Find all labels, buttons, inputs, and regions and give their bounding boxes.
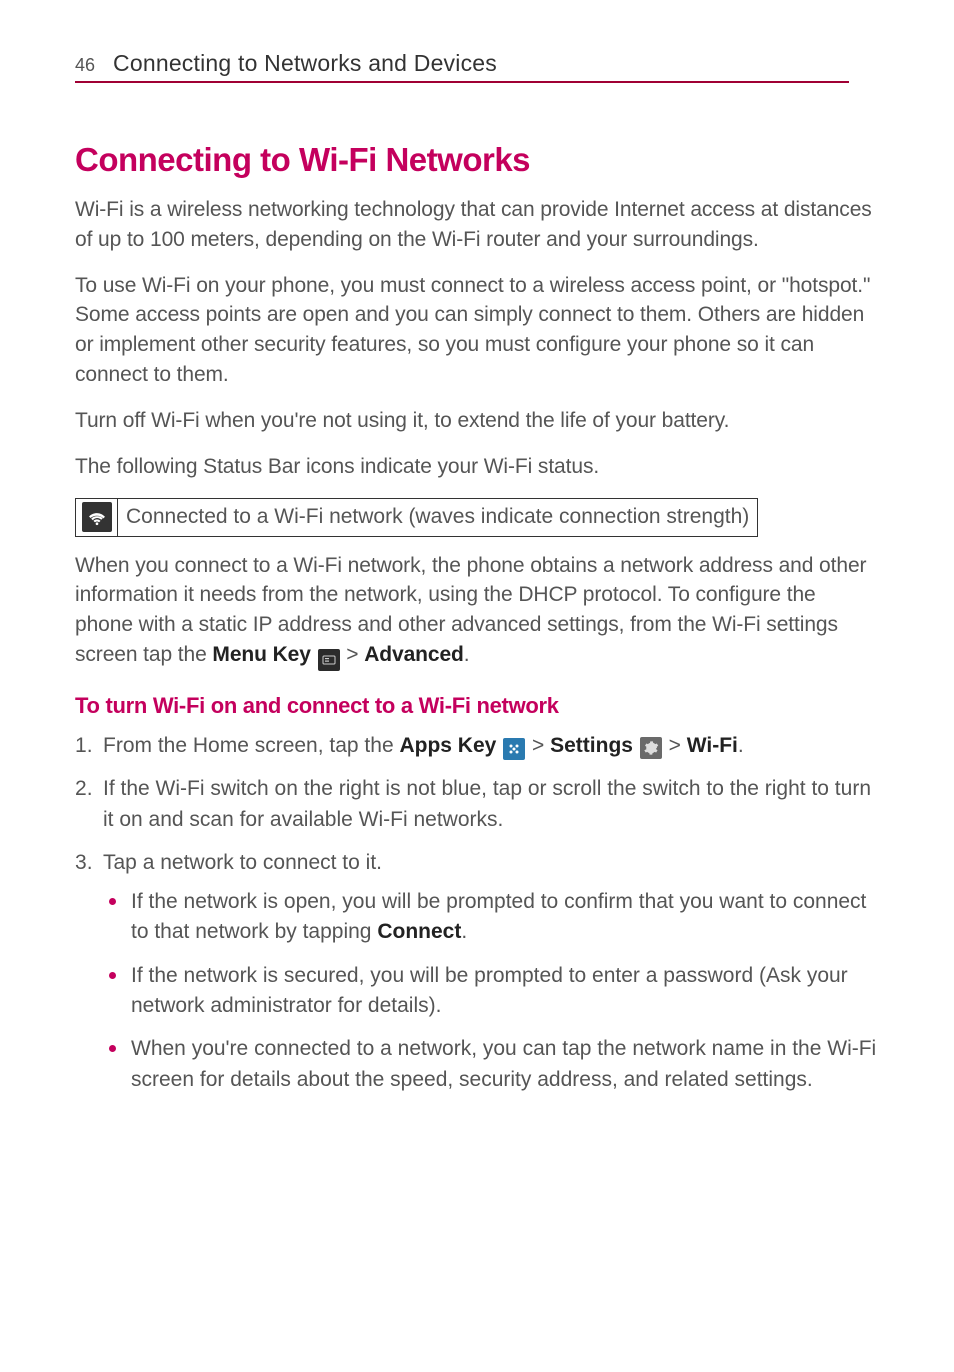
wifi-icon — [82, 502, 112, 532]
bold-settings: Settings — [550, 734, 633, 757]
section-title: Connecting to Networks and Devices — [113, 50, 497, 77]
status-icon-cell — [76, 498, 118, 536]
document-page: 46 Connecting to Networks and Devices Co… — [0, 0, 954, 1372]
paragraph-battery-tip: Turn off Wi-Fi when you're not using it,… — [75, 406, 879, 436]
paragraph-intro-2: To use Wi-Fi on your phone, you must con… — [75, 271, 879, 390]
bold-connect: Connect — [377, 920, 461, 943]
text-fragment: > — [663, 734, 687, 757]
step-list: From the Home screen, tap the Apps Key >… — [75, 731, 879, 1095]
status-row-wifi: Connected to a Wi-Fi network (waves indi… — [76, 498, 758, 536]
text-fragment: . — [738, 734, 744, 757]
text-fragment: From the Home screen, tap the — [103, 734, 399, 757]
step-3-text: Tap a network to connect to it. — [103, 851, 382, 874]
main-title: Connecting to Wi-Fi Networks — [75, 141, 879, 179]
status-text-cell: Connected to a Wi-Fi network (waves indi… — [118, 498, 758, 536]
step-3: Tap a network to connect to it. If the n… — [75, 848, 879, 1095]
bold-menu-key: Menu Key — [212, 643, 310, 666]
bullet-secured-network: If the network is secured, you will be p… — [103, 961, 879, 1022]
step-2: If the Wi-Fi switch on the right is not … — [75, 774, 879, 835]
paragraph-dhcp: When you connect to a Wi-Fi network, the… — [75, 551, 879, 671]
bullet-open-network: If the network is open, you will be prom… — [103, 887, 879, 948]
text-fragment: > — [341, 643, 365, 666]
text-fragment: . — [461, 920, 467, 943]
text-fragment: > — [526, 734, 550, 757]
paragraph-status-icons: The following Status Bar icons indicate … — [75, 452, 879, 482]
page-header: 46 Connecting to Networks and Devices — [75, 50, 879, 83]
bold-wifi: Wi-Fi — [687, 734, 738, 757]
bullet-list: If the network is open, you will be prom… — [103, 887, 879, 1096]
bold-advanced: Advanced — [364, 643, 464, 666]
bullet-network-details: When you're connected to a network, you … — [103, 1034, 879, 1095]
text-fragment: . — [464, 643, 470, 666]
apps-key-icon — [503, 738, 525, 760]
status-icon-table: Connected to a Wi-Fi network (waves indi… — [75, 498, 758, 537]
paragraph-intro-1: Wi-Fi is a wireless networking technolog… — [75, 195, 879, 255]
bold-apps-key: Apps Key — [399, 734, 496, 757]
text-fragment: If the network is open, you will be prom… — [131, 890, 866, 943]
page-number: 46 — [75, 55, 95, 76]
menu-key-icon — [318, 649, 340, 671]
settings-icon — [640, 737, 662, 759]
sub-title: To turn Wi-Fi on and connect to a Wi-Fi … — [75, 693, 879, 719]
text-fragment: When you connect to a Wi-Fi network, the… — [75, 554, 866, 666]
step-1: From the Home screen, tap the Apps Key >… — [75, 731, 879, 761]
